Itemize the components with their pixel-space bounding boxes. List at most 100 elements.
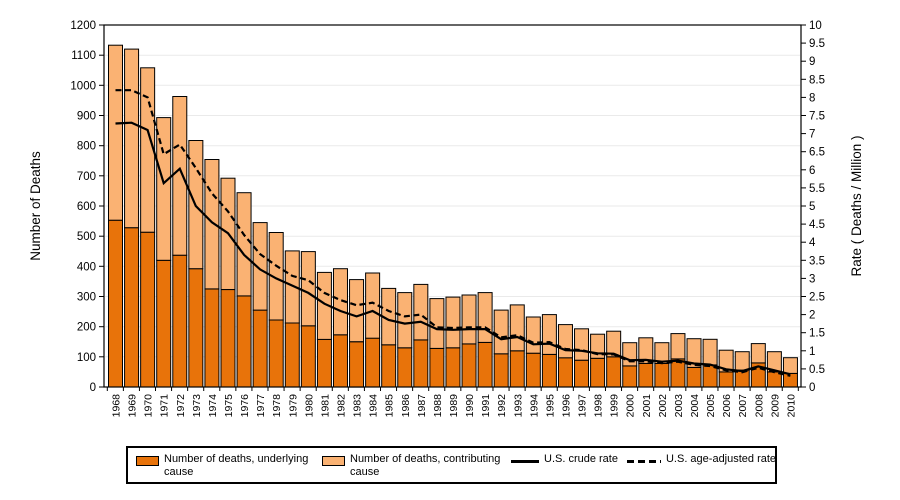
left-tick-label: 200 xyxy=(77,322,96,334)
bar-contributing xyxy=(429,298,445,349)
right-axis-title: Rate ( Deaths / Million ) xyxy=(849,135,864,276)
bar-underlying xyxy=(461,343,477,388)
bar-contributing xyxy=(606,330,622,358)
year-label: 1970 xyxy=(143,394,155,418)
year-label: 2001 xyxy=(641,394,653,418)
bar-contributing xyxy=(557,324,573,359)
left-axis-title: Number of Deaths xyxy=(28,151,43,261)
year-label: 2009 xyxy=(769,394,781,418)
bar-underlying xyxy=(236,295,252,388)
year-label: 1994 xyxy=(528,394,540,418)
year-label: 1969 xyxy=(127,394,139,418)
left-tick-label: 300 xyxy=(77,292,96,304)
year-label: 2004 xyxy=(689,394,701,418)
age-adjusted-rate-line xyxy=(115,89,791,377)
bar-contributing xyxy=(461,294,477,345)
legend: Number of deaths, underlying cause Numbe… xyxy=(126,446,777,484)
legend-label-crude-rate: U.S. crude rate xyxy=(544,453,618,465)
right-tick-label: 7.5 xyxy=(809,111,825,123)
year-label: 2010 xyxy=(785,394,797,418)
year-label: 1987 xyxy=(416,394,428,418)
bar-contributing xyxy=(172,96,188,256)
legend-label-contributing: Number of deaths, contributing cause xyxy=(350,453,501,478)
left-tick-label: 0 xyxy=(90,382,96,394)
left-tick-label: 1100 xyxy=(71,50,96,62)
right-tick-label: 4.5 xyxy=(809,219,825,231)
bar-contributing xyxy=(236,192,252,297)
right-axis-ticks: 0 0.5 1 1.5 2 2.5 3 3.5 4 4.5 5 5.5 6 6.5 7 7.5 8 8.5 9 9.5… xyxy=(801,20,825,394)
year-label: 2008 xyxy=(753,394,765,418)
left-tick-label: 900 xyxy=(77,111,96,123)
right-tick-label: 3 xyxy=(809,273,815,285)
year-label: 1986 xyxy=(400,394,412,418)
year-label: 1993 xyxy=(512,394,524,418)
bar-underlying xyxy=(686,366,702,388)
solid-line-icon xyxy=(511,460,539,463)
year-label: 1997 xyxy=(577,394,589,418)
bar-underlying xyxy=(365,337,381,388)
bar-underlying xyxy=(574,359,590,388)
right-tick-label: 0 xyxy=(809,382,815,394)
bar-underlying xyxy=(638,363,654,388)
year-label: 1971 xyxy=(159,394,171,418)
right-tick-label: 6 xyxy=(809,165,815,177)
bar-contributing xyxy=(525,316,541,354)
right-tick-label: 5.5 xyxy=(809,183,825,195)
bar-contributing xyxy=(541,314,557,355)
bar-contributing xyxy=(750,343,766,364)
bar-underlying xyxy=(590,357,606,388)
year-label: 1976 xyxy=(239,394,251,418)
bar-contributing xyxy=(397,292,413,349)
bar-contributing xyxy=(622,342,638,367)
bar-contributing xyxy=(702,338,718,366)
bar-contributing xyxy=(204,159,220,290)
right-tick-label: 6.5 xyxy=(809,147,825,159)
bar-underlying xyxy=(413,339,429,388)
bar-underlying xyxy=(204,288,220,388)
year-label: 1975 xyxy=(223,394,235,418)
bar-underlying xyxy=(477,341,493,388)
year-label: 1979 xyxy=(287,394,299,418)
bar-contributing xyxy=(574,328,590,361)
left-tick-label: 100 xyxy=(77,352,96,364)
legend-swatch-contributing xyxy=(322,456,345,466)
year-label: 1983 xyxy=(352,394,364,418)
bar-underlying xyxy=(108,219,123,388)
year-label: 1990 xyxy=(464,394,476,418)
bar-contributing xyxy=(300,251,316,327)
year-label: 1998 xyxy=(593,394,605,418)
legend-label-age-adjusted-rate: U.S. age-adjusted rate xyxy=(665,453,777,465)
year-label: 1981 xyxy=(319,394,331,418)
year-label: 1977 xyxy=(255,394,267,418)
bar-contributing xyxy=(782,357,798,374)
bar-underlying xyxy=(332,334,348,388)
bar-contributing xyxy=(124,48,140,229)
year-label: 1991 xyxy=(480,394,492,418)
year-label: 2007 xyxy=(737,394,749,418)
x-axis-ticks xyxy=(106,387,799,391)
legend-item-contributing: Number of deaths, contributing cause xyxy=(322,453,502,479)
bar-contributing xyxy=(349,279,365,343)
legend-item-underlying: Number of deaths, underlying cause xyxy=(136,453,313,479)
right-tick-label: 4 xyxy=(809,237,816,249)
left-axis-ticks: 0 100 200 300 400 500 600 700 800 900 1000 1100 1200 xyxy=(70,20,104,394)
bar-contributing xyxy=(108,44,123,221)
right-tick-label: 1.5 xyxy=(809,328,825,340)
bar-underlying xyxy=(606,356,622,388)
bar-contributing xyxy=(252,222,268,311)
bar-underlying xyxy=(445,347,461,388)
right-tick-label: 1 xyxy=(809,346,815,358)
year-label: 1985 xyxy=(384,394,396,418)
right-tick-label: 8.5 xyxy=(809,74,825,86)
bar-contributing xyxy=(509,304,525,352)
right-tick-label: 2.5 xyxy=(809,292,825,304)
legend-item-age-adjusted-rate: U.S. age-adjusted rate xyxy=(626,453,777,466)
left-tick-label: 1000 xyxy=(70,80,96,92)
deaths-rate-combo-chart: 0100200300400500600700800900100011001200… xyxy=(28,20,864,418)
bar-contributing xyxy=(686,338,702,368)
bar-underlying xyxy=(284,322,300,388)
bar-underlying xyxy=(156,259,172,388)
bar-underlying xyxy=(172,254,188,388)
right-tick-label: 2 xyxy=(809,310,815,322)
x-axis-year-labels: 1968 1969 1970 1971 1972 1973 1974 1975 1976 1977… xyxy=(111,394,798,418)
